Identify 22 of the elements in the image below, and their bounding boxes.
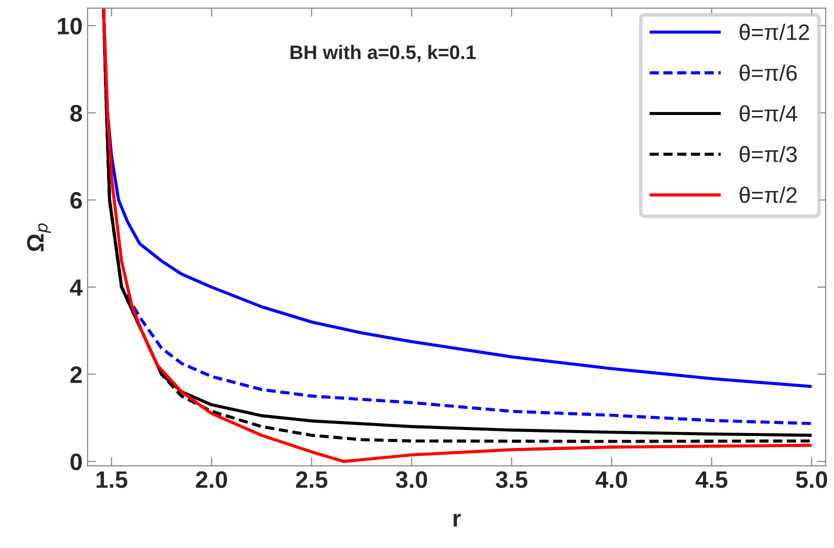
x-tick-label: 3.0	[396, 471, 428, 488]
legend-label: θ=π/12	[740, 24, 809, 40]
y-tick-label: 2	[70, 366, 82, 383]
legend-label: θ=π/6	[740, 64, 797, 81]
x-tick-label: 2.5	[296, 471, 328, 488]
x-tick-label: 2.0	[196, 471, 228, 488]
annotation: BH with a=0.5, k=0.1	[290, 44, 476, 62]
x-tick-label: 4.0	[596, 471, 628, 488]
y-axis-title: Ω$_{p}$	[27, 223, 51, 252]
legend-label: θ=π/2	[740, 186, 797, 203]
legend-label: θ=π/3	[740, 146, 797, 162]
y-tick-label: 10	[58, 18, 82, 34]
x-tick-label: 5.0	[796, 471, 828, 488]
y-tick-label: 8	[70, 104, 82, 122]
y-tick-label: 6	[70, 192, 82, 209]
x-tick-label: 4.5	[696, 472, 728, 488]
y-tick-label: 4	[70, 279, 83, 296]
x-tick-label: 1.5	[96, 472, 128, 488]
x-tick-label: 3.5	[496, 471, 528, 488]
x-axis-title: r	[454, 514, 461, 526]
y-tick-label: 0	[70, 454, 82, 470]
legend-label: θ=π/4	[740, 105, 798, 122]
